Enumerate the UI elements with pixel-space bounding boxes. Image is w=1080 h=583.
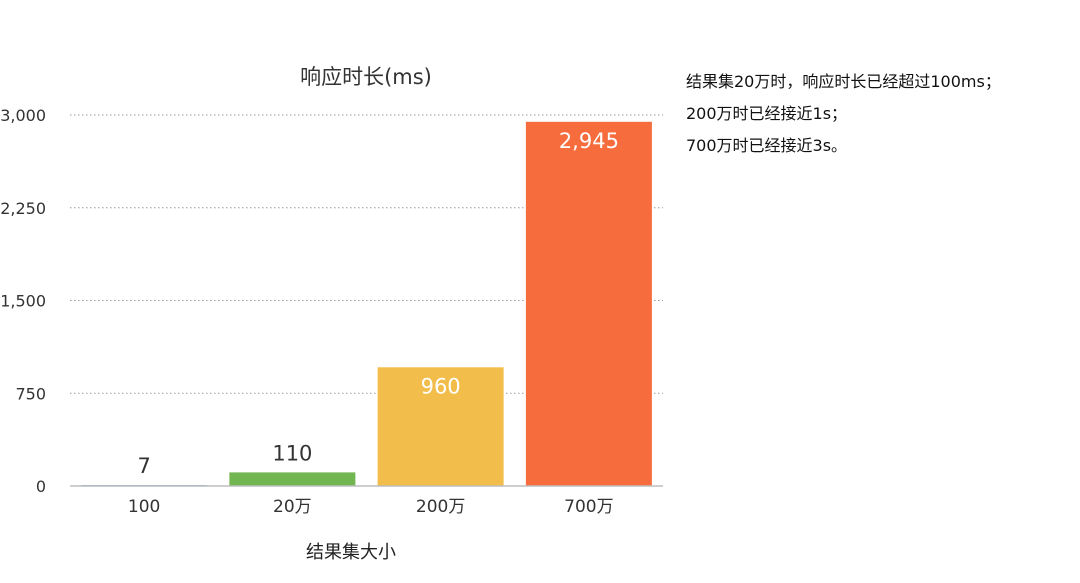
x-axis-title: 结果集大小 bbox=[306, 542, 396, 563]
bars bbox=[81, 121, 652, 486]
y-tick-label: 3,000 bbox=[0, 106, 46, 125]
x-tick-label: 100 bbox=[128, 497, 160, 517]
gridlines bbox=[70, 114, 663, 394]
data-label: 110 bbox=[272, 441, 312, 465]
x-tick-label: 700万 bbox=[564, 497, 613, 517]
annotation-notes: 结果集20万时，响应时长已经超过100ms； 200万时已经接近1s； 700万… bbox=[686, 66, 1076, 162]
y-tick-label: 750 bbox=[15, 384, 46, 403]
chart-title: 响应时长(ms) bbox=[300, 65, 432, 89]
data-label: 7 bbox=[137, 454, 150, 478]
note-line: 200万时已经接近1s； bbox=[686, 104, 848, 123]
bar bbox=[377, 367, 504, 486]
data-labels: 7 110 960 2,945 bbox=[137, 129, 619, 478]
y-tick-label: 0 bbox=[36, 477, 46, 496]
note-line: 结果集20万时，响应时长已经超过100ms； bbox=[686, 72, 1001, 91]
data-label: 960 bbox=[421, 374, 461, 398]
x-tick-label: 20万 bbox=[273, 497, 312, 517]
bar bbox=[229, 472, 356, 486]
x-axis-ticks: 100 20万 200万 700万 bbox=[128, 497, 614, 517]
bar bbox=[525, 121, 652, 486]
y-tick-label: 1,500 bbox=[0, 292, 46, 311]
data-label: 2,945 bbox=[559, 129, 619, 153]
y-axis-ticks: 0 750 1,500 2,250 3,000 bbox=[0, 106, 46, 496]
x-tick-label: 200万 bbox=[416, 497, 465, 517]
y-tick-label: 2,250 bbox=[0, 199, 46, 218]
note-line: 700万时已经接近3s。 bbox=[686, 136, 848, 155]
